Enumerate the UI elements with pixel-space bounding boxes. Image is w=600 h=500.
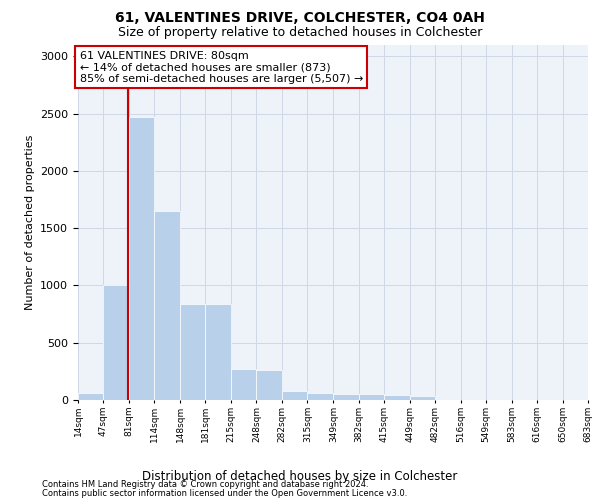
Bar xyxy=(359,394,383,400)
Bar xyxy=(180,304,205,400)
Text: Size of property relative to detached houses in Colchester: Size of property relative to detached ho… xyxy=(118,26,482,39)
Bar xyxy=(383,396,410,400)
Bar xyxy=(410,396,435,400)
Bar xyxy=(129,117,154,400)
Text: Contains public sector information licensed under the Open Government Licence v3: Contains public sector information licen… xyxy=(42,488,407,498)
Bar xyxy=(205,304,231,400)
Bar xyxy=(231,369,256,400)
Y-axis label: Number of detached properties: Number of detached properties xyxy=(25,135,35,310)
Bar xyxy=(334,394,359,400)
Text: Distribution of detached houses by size in Colchester: Distribution of detached houses by size … xyxy=(142,470,458,483)
Bar xyxy=(256,370,283,400)
Bar xyxy=(307,393,334,400)
Text: Contains HM Land Registry data © Crown copyright and database right 2024.: Contains HM Land Registry data © Crown c… xyxy=(42,480,368,489)
Bar xyxy=(154,211,180,400)
Bar xyxy=(283,392,307,400)
Text: 61 VALENTINES DRIVE: 80sqm
← 14% of detached houses are smaller (873)
85% of sem: 61 VALENTINES DRIVE: 80sqm ← 14% of deta… xyxy=(80,50,363,84)
Text: 61, VALENTINES DRIVE, COLCHESTER, CO4 0AH: 61, VALENTINES DRIVE, COLCHESTER, CO4 0A… xyxy=(115,11,485,25)
Bar xyxy=(78,393,103,400)
Bar xyxy=(103,286,129,400)
